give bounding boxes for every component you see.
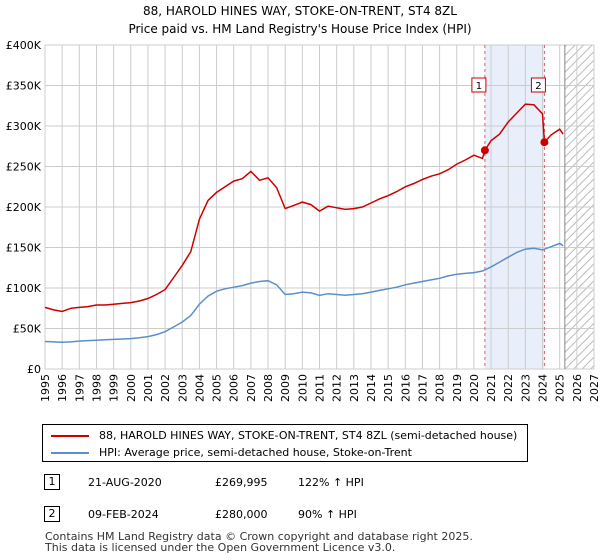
event-1-marker-label: 1: [476, 81, 482, 92]
footer: Contains HM Land Registry data © Crown c…: [45, 531, 473, 553]
x-tick-label: 2008: [262, 374, 275, 402]
y-tick-label: £50K: [13, 323, 42, 336]
y-tick-label: £300K: [6, 120, 42, 133]
x-tick-label: 2015: [382, 374, 395, 402]
transaction-2-number: 2: [44, 506, 60, 522]
x-tick-label: 2004: [193, 374, 206, 402]
legend-swatch-property: [51, 434, 89, 437]
transaction-1-price: £269,995: [215, 476, 268, 489]
x-tick-label: 2011: [314, 374, 327, 402]
x-tick-label: 2023: [519, 374, 532, 402]
x-tick-label: 2020: [468, 374, 481, 402]
property-series-line: [44, 103, 564, 313]
x-tick-label: 2009: [279, 374, 292, 402]
x-tick-label: 2003: [176, 374, 189, 402]
event-2-point: [540, 138, 549, 147]
x-tick-label: 2027: [588, 374, 600, 402]
x-tick-label: 1995: [39, 374, 52, 402]
transaction-1-number: 1: [44, 474, 60, 490]
y-tick-label: £350K: [6, 80, 42, 93]
grid: [44, 44, 595, 370]
x-tick-label: 2002: [159, 374, 172, 402]
transaction-2-price: £280,000: [215, 508, 268, 521]
legend-item-hpi: HPI: Average price, semi-detached house,…: [51, 446, 412, 459]
y-tick-label: £150K: [6, 242, 42, 255]
transaction-2-hpi: 90% ↑ HPI: [298, 508, 357, 521]
x-axis-labels: 1995 1996 1997 1998 1999 2000 2001 2002 2003 2004…: [39, 374, 600, 402]
x-tick-label: 2024: [537, 374, 550, 402]
transaction-row-2: 2 09-FEB-2024 £280,000 90% ↑ HPI: [0, 506, 600, 526]
event-1-marker: 1: [471, 77, 487, 93]
x-tick-label: 2005: [211, 374, 224, 402]
x-tick-label: 2001: [142, 374, 155, 402]
transaction-1-hpi: 122% ↑ HPI: [298, 476, 364, 489]
x-tick-label: 1996: [56, 374, 69, 402]
y-tick-label: £400K: [6, 39, 42, 52]
x-tick-label: 1999: [108, 374, 121, 402]
x-tick-label: 2018: [434, 374, 447, 402]
x-tick-label: 2019: [451, 374, 464, 402]
transaction-1-date: 21-AUG-2020: [88, 476, 162, 489]
footer-line-1: Contains HM Land Registry data © Crown c…: [45, 530, 473, 543]
chart-title-line2: Price paid vs. HM Land Registry's House …: [128, 22, 472, 36]
event-2-marker-label: 2: [535, 81, 541, 92]
transaction-row-1: 1 21-AUG-2020 £269,995 122% ↑ HPI: [0, 474, 600, 494]
x-tick-label: 1998: [90, 374, 103, 402]
x-tick-label: 2007: [245, 374, 258, 402]
y-tick-label: £0: [27, 363, 41, 376]
x-tick-label: 2010: [296, 374, 309, 402]
legend-label-property: 88, HAROLD HINES WAY, STOKE-ON-TRENT, ST…: [99, 429, 518, 442]
legend: 88, HAROLD HINES WAY, STOKE-ON-TRENT, ST…: [42, 424, 528, 462]
x-tick-label: 2006: [228, 374, 241, 402]
x-tick-label: 2000: [125, 374, 138, 402]
x-tick-label: 2021: [485, 374, 498, 402]
y-tick-label: £100K: [6, 282, 42, 295]
y-axis-labels: £0 £50K £100K £150K £200K £250K £300K £350K £400…: [6, 39, 42, 376]
legend-item-property: 88, HAROLD HINES WAY, STOKE-ON-TRENT, ST…: [51, 429, 517, 442]
chart-title-line1: 88, HAROLD HINES WAY, STOKE-ON-TRENT, ST…: [143, 4, 457, 18]
y-tick-label: £200K: [6, 201, 42, 214]
legend-label-hpi: HPI: Average price, semi-detached house,…: [99, 446, 412, 459]
x-tick-label: 2017: [416, 374, 429, 402]
legend-swatch-hpi: [51, 451, 89, 454]
event-2-marker: 2: [530, 77, 546, 93]
y-tick-label: £250K: [6, 161, 42, 174]
x-tick-label: 2026: [571, 374, 584, 402]
hpi-series-line: [44, 242, 564, 344]
event-1-point: [480, 146, 489, 155]
x-tick-label: 2013: [348, 374, 361, 402]
transaction-2-date: 09-FEB-2024: [88, 508, 159, 521]
x-tick-label: 2016: [399, 374, 412, 402]
x-tick-label: 1997: [73, 374, 86, 402]
x-tick-label: 2025: [554, 374, 567, 402]
x-tick-label: 2014: [365, 374, 378, 402]
chart: £0 £50K £100K £150K £200K £250K £300K £350K £400…: [6, 39, 600, 402]
x-tick-label: 2022: [502, 374, 515, 402]
x-tick-label: 2012: [331, 374, 344, 402]
footer-line-2: This data is licensed under the Open Gov…: [45, 541, 396, 554]
